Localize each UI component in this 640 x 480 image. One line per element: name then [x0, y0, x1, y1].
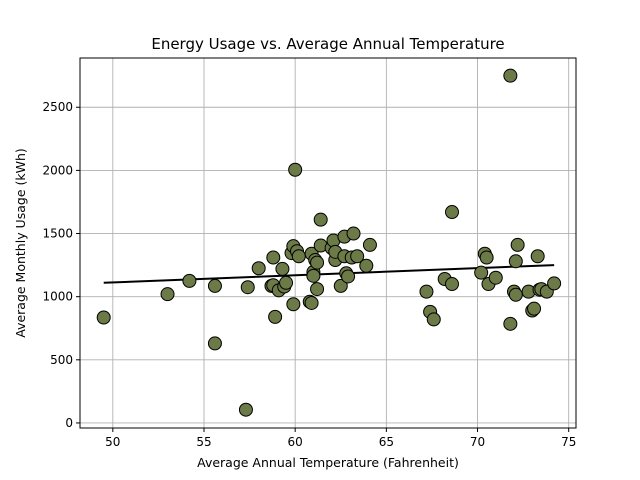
data-point [207, 336, 222, 351]
data-point [96, 310, 111, 325]
data-point [527, 301, 542, 316]
x-tick-label: 55 [196, 435, 211, 449]
data-point [359, 258, 374, 273]
data-point [445, 205, 459, 220]
data-point [304, 295, 319, 310]
y-tick-label: 500 [50, 353, 73, 367]
chart-title: Energy Usage vs. Average Annual Temperat… [151, 35, 504, 53]
data-point [238, 402, 253, 417]
data-point [333, 278, 348, 293]
data-point [341, 269, 356, 284]
data-point [547, 276, 562, 291]
data-point [313, 212, 328, 227]
y-tick-label: 1500 [42, 227, 73, 241]
data-point [503, 316, 518, 331]
data-point [503, 68, 518, 83]
data-point [530, 249, 545, 264]
data-point [488, 270, 503, 285]
y-tick-label: 0 [65, 416, 73, 430]
x-tick-label: 50 [105, 435, 120, 449]
data-point [291, 249, 306, 264]
data-point [508, 287, 523, 302]
data-point [160, 287, 175, 302]
data-point [310, 255, 325, 270]
data-point [346, 226, 361, 241]
data-points [96, 68, 562, 417]
data-point [240, 280, 255, 295]
y-tick-label: 2500 [42, 100, 73, 114]
plot-frame [79, 57, 577, 429]
x-axis-label: Average Annual Temperature (Fahrenheit) [197, 455, 459, 470]
data-point [350, 249, 365, 264]
y-axis-label: Average Monthly Usage (kWh) [13, 148, 28, 338]
data-point [288, 162, 303, 177]
data-point [419, 284, 434, 299]
data-point [362, 237, 377, 252]
data-point [479, 250, 494, 265]
data-point [286, 297, 301, 312]
data-point [251, 261, 266, 276]
y-tick-label: 2000 [42, 163, 73, 177]
axis-ticks: 50 55 60 65 70 75 0 500 1000 1500 2000 2500 [42, 100, 576, 449]
data-point [207, 278, 222, 293]
data-point [445, 277, 459, 292]
data-point [474, 265, 489, 280]
x-tick-label: 65 [379, 435, 394, 449]
data-point [306, 268, 321, 283]
x-tick-label: 60 [288, 435, 303, 449]
x-tick-label: 70 [470, 435, 485, 449]
x-tick-label: 75 [561, 435, 576, 449]
data-point [510, 237, 525, 252]
data-point [310, 282, 325, 297]
y-tick-label: 1000 [42, 290, 73, 304]
data-point [508, 254, 523, 269]
data-point [426, 312, 441, 327]
data-point [266, 250, 281, 265]
data-point [182, 273, 197, 288]
data-point [275, 261, 290, 276]
data-point [268, 309, 283, 324]
data-point [279, 275, 294, 290]
